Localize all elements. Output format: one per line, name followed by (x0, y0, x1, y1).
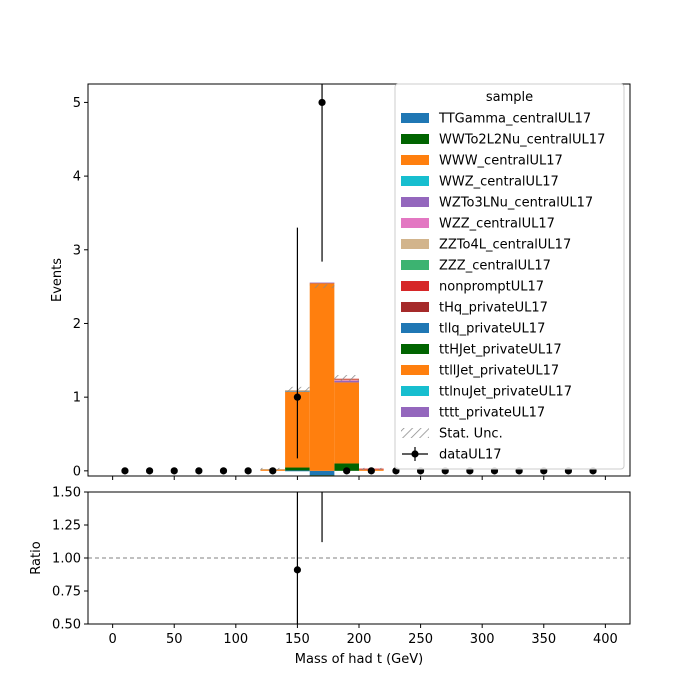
legend-entry-label: tllq_privateUL17 (439, 322, 545, 337)
ratio-point (293, 566, 302, 574)
data-point (318, 98, 326, 107)
legend-swatch-ttHJet_privateUL17 (401, 344, 429, 354)
legend-swatch-WZTo3LNu_centralUL17 (401, 197, 429, 207)
main-plot-frame (87, 83, 631, 477)
ratio-y-label: Ratio (29, 541, 44, 574)
legend-swatch-WZZ_centralUL17 (401, 218, 429, 228)
y-tick-label: 0 (73, 464, 81, 479)
ratio-y-tick-label: 0.75 (52, 585, 81, 600)
legend-swatch-WWTo2L2Nu_centralUL17 (401, 134, 429, 144)
main-y-label: Events (50, 258, 65, 302)
bar-TTGamma_centralUL17-bin-8 (309, 470, 335, 476)
ratio-y-tick-label: 1.25 (52, 519, 81, 534)
ratio-x-tick-label: 350 (531, 632, 556, 647)
data-point (145, 467, 154, 475)
ratio-y-tick-label: 1.50 (52, 486, 81, 501)
legend-entry-label: WWZ_centralUL17 (439, 175, 559, 190)
ratio-plot-area (88, 492, 630, 624)
legend-swatch-tttt_privateUL17 (401, 407, 429, 417)
legend-entry-label: WWTo2L2Nu_centralUL17 (439, 133, 605, 148)
legend-swatch-nonpromptUL17 (401, 281, 429, 291)
data-point (367, 467, 375, 475)
legend-entry-label: ZZZ_centralUL17 (439, 259, 551, 274)
legend-frame (394, 83, 625, 470)
ratio-x-tick-label: 150 (285, 632, 310, 647)
stat-unc-band-bin-9 (334, 375, 359, 381)
y-tick-label: 5 (73, 96, 81, 111)
ratio-x-tick-label: 50 (166, 632, 183, 647)
legend-entry-label: WZTo3LNu_centralUL17 (439, 196, 593, 211)
legend-entry-label: ttllJet_privateUL17 (439, 364, 559, 379)
ratio-points (293, 492, 323, 624)
bar-WZTo3LNu_centralUL17-bin-9 (334, 380, 359, 383)
legend-entry-label: Stat. Unc. (439, 427, 503, 442)
data-point (244, 467, 252, 475)
ratio-x-tick-label: 0 (108, 632, 116, 647)
legend-entry-label: ZZTo4L_centralUL17 (439, 238, 571, 253)
data-point (219, 467, 228, 475)
ratio-panel: 0.50 0.75 1.00 1.25 1.50 0 50 100 150 200 250 300 3… (29, 486, 631, 667)
y-tick-label: 3 (73, 243, 81, 258)
data-point (170, 467, 178, 475)
legend-entry-label: WZZ_centralUL17 (439, 217, 555, 232)
legend-entry-label: tttt_privateUL17 (439, 406, 545, 421)
data-point (195, 467, 203, 475)
y-tick-label: 1 (73, 391, 81, 406)
ratio-x-tick-label: 300 (470, 632, 495, 647)
ratio-x-tick-label: 400 (593, 632, 618, 647)
legend-title: sample (486, 90, 533, 105)
bar-WWTo2L2Nu_centralUL17-bin-9 (334, 463, 359, 471)
ratio-y-tick-label: 1.00 (52, 552, 81, 567)
bar-WWW_centralUL17-bin-8 (309, 282, 335, 471)
legend-swatch-ttllJet_privateUL17 (401, 365, 429, 375)
main-y-axis: 0 1 2 3 4 5 (73, 96, 88, 479)
ratio-x-tick-label: 200 (347, 632, 372, 647)
legend-swatch-ZZZ_centralUL17 (401, 260, 429, 270)
main-x-ticks (112, 476, 606, 480)
stat-unc-band-bin-8 (309, 284, 335, 289)
legend-swatch-tllq_privateUL17 (401, 323, 429, 333)
bar-WWW_centralUL17-bin-9 (334, 382, 359, 464)
ratio-x-label: Mass of had t (GeV) (295, 652, 423, 667)
data-point (343, 467, 351, 475)
stacked-histogram (260, 282, 384, 476)
legend-data-marker (411, 450, 419, 458)
legend-entry-label: tHq_privateUL17 (439, 301, 548, 316)
legend-swatch-ZZTo4L_centralUL17 (401, 239, 429, 249)
ratio-x-tick-label: 250 (408, 632, 433, 647)
legend-swatch-stat-unc (401, 428, 429, 438)
legend-swatch-TTGamma_centralUL17 (401, 113, 429, 123)
bar-WZTo3LNu_centralUL17-bin-8 (309, 282, 335, 284)
legend-entry-label: TTGamma_centralUL17 (438, 112, 591, 127)
legend-entry-label: WWW_centralUL17 (439, 154, 563, 169)
legend-swatch-WWZ_centralUL17 (401, 176, 429, 186)
data-point (269, 467, 277, 475)
ratio-x-axis: 0 50 100 150 200 250 300 350 400 (108, 624, 618, 647)
ratio-plot-frame (87, 491, 631, 625)
data-point (121, 467, 129, 475)
ratio-x-tick-label: 100 (223, 632, 248, 647)
legend: sample TTGamma_centralUL17 WWTo2L2Nu_centr… (394, 83, 625, 470)
legend-entry-label: ttHJet_privateUL17 (439, 343, 562, 358)
legend-swatch-ttlnuJet_privateUL17 (401, 386, 429, 396)
y-tick-label: 4 (73, 170, 81, 185)
ratio-y-axis: 0.50 0.75 1.00 1.25 1.50 (52, 486, 88, 633)
legend-swatch-tHq_privateUL17 (401, 302, 429, 312)
y-tick-label: 2 (73, 317, 81, 332)
legend-entry-label: dataUL17 (439, 448, 502, 463)
bar-TTGamma_centralUL17-bin-7 (285, 470, 310, 472)
legend-entry-label: nonpromptUL17 (439, 280, 544, 295)
legend-entry-label: ttlnuJet_privateUL17 (439, 385, 572, 400)
data-point (293, 393, 302, 401)
bar-WWTo2L2Nu_centralUL17-bin-7 (285, 467, 310, 471)
legend-swatch-WWW_centralUL17 (401, 155, 429, 165)
ratio-y-tick-label: 0.50 (52, 618, 81, 633)
